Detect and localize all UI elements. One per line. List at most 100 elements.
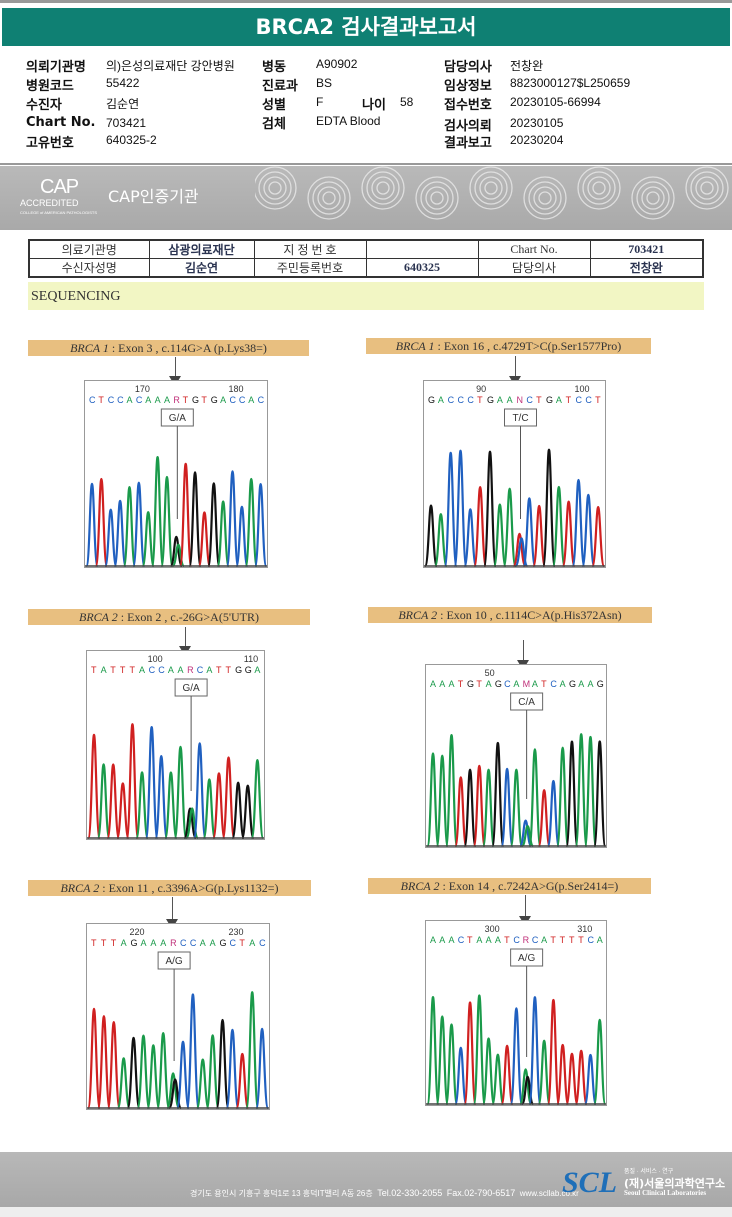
section-title: SEQUENCING: [28, 282, 704, 310]
arrow-line: [515, 356, 516, 380]
trace-peak: [250, 759, 264, 839]
base-call: R: [187, 665, 194, 675]
variant-desc: : Exon 2 , c.-26G>A(5'UTR): [117, 610, 260, 624]
scl-logo: SCL: [562, 1166, 618, 1199]
trace-peak: [235, 1052, 250, 1109]
wave-curl: [685, 166, 729, 210]
position-label-left: 170: [135, 384, 150, 394]
wave-curl: [469, 166, 513, 210]
trace-peak: [491, 741, 505, 847]
base-call: T: [216, 665, 222, 675]
trace-peak: [96, 763, 111, 839]
info-value: 640325-2: [106, 133, 157, 147]
trace-peak: [473, 485, 488, 567]
base-call: T: [201, 395, 207, 405]
position-label-left: 220: [130, 927, 145, 937]
info-value: BS: [316, 76, 333, 90]
base-call: A: [145, 395, 151, 405]
base-call: G: [131, 938, 138, 948]
base-call: T: [110, 665, 116, 675]
footer-band: [0, 1152, 732, 1207]
info-key: 성별: [262, 98, 286, 113]
wave-curl: [641, 186, 665, 210]
page-bottom: [0, 1207, 732, 1217]
base-call: T: [560, 935, 566, 945]
trace-peak: [426, 752, 440, 847]
base-call: T: [467, 935, 473, 945]
trace-peak: [150, 455, 165, 567]
base-call: A: [556, 395, 562, 405]
website-link[interactable]: www.scllab.co.kr: [519, 1189, 579, 1198]
trace-peak: [115, 782, 130, 839]
base-call: A: [254, 665, 260, 675]
table-cell: 전창완: [589, 258, 704, 278]
table-cell: 640325: [365, 258, 479, 278]
trace-peak: [593, 740, 606, 847]
wave-curl: [592, 181, 606, 195]
report-title: BRCA2 검사결과보고서: [2, 8, 730, 46]
info-key: 병원코드: [26, 79, 74, 94]
info-value: 20230204: [510, 133, 564, 147]
trace-peak: [481, 768, 496, 847]
wave-curl: [312, 181, 346, 215]
trace-peak: [175, 1040, 191, 1109]
variant-desc: : Exon 11 , c.3396A>G(p.Lys1132=): [99, 881, 279, 895]
base-call: M: [523, 679, 531, 689]
base-call: G: [546, 395, 553, 405]
trace-peak: [255, 1027, 269, 1109]
base-call: T: [120, 665, 126, 675]
base-call: T: [101, 938, 107, 948]
trace-peak: [454, 776, 468, 847]
trace-peak: [116, 1057, 131, 1109]
wave-curl: [322, 191, 336, 205]
trace-peak: [444, 734, 459, 847]
wave-curl: [420, 181, 454, 215]
base-call: A: [160, 938, 166, 948]
base-call: G: [245, 665, 252, 675]
wave-pattern: [255, 166, 729, 220]
report-table: 의료기관명 삼광의료재단 지 정 번 호 Chart No. 703421 수신…: [28, 239, 704, 278]
table-cell: 주민등록번호: [253, 258, 367, 278]
table-cell: [365, 239, 479, 259]
base-call: C: [197, 665, 204, 675]
base-call: T: [595, 395, 601, 405]
base-call: A: [439, 679, 445, 689]
trace-peak: [104, 508, 118, 567]
trace-peak: [453, 449, 468, 567]
variant-desc: : Exon 14 , c.7242A>G(p.Ser2414=): [439, 879, 619, 893]
wave-curl: [317, 186, 341, 210]
base-call: A: [560, 679, 566, 689]
position-label-right: 310: [577, 924, 592, 934]
base-call: T: [129, 665, 135, 675]
gene-name: BRCA 2: [398, 608, 438, 622]
base-call: A: [578, 679, 584, 689]
wave-curl: [474, 171, 508, 205]
trace-peak: [141, 511, 155, 567]
trace-peak: [556, 746, 570, 847]
base-call: A: [150, 938, 156, 948]
wave-curl: [479, 176, 503, 200]
trace-peak: [197, 511, 212, 567]
base-call: A: [155, 395, 161, 405]
trace-peak: [183, 807, 197, 839]
trace-peak: [122, 486, 137, 567]
base-call: C: [526, 395, 533, 405]
trace-peak: [512, 532, 527, 567]
table-cell: Chart No.: [477, 239, 591, 259]
trace-peak: [556, 1043, 570, 1105]
genotype-call: A/G: [165, 956, 182, 967]
trace-peak: [106, 1020, 121, 1109]
wave-curl: [690, 171, 724, 205]
trace-peak: [160, 475, 174, 567]
trace-peak: [581, 493, 596, 567]
base-call: G: [487, 395, 494, 405]
base-call: T: [541, 679, 547, 689]
base-call: C: [259, 938, 266, 948]
gene-name: BRCA 1: [70, 341, 109, 355]
base-call: A: [497, 395, 503, 405]
position-label-left: 300: [485, 924, 500, 934]
info-key: 고유번호: [26, 136, 74, 151]
trace-peak: [126, 1036, 141, 1109]
gene-name: BRCA 2: [400, 879, 440, 893]
base-call: A: [486, 679, 492, 689]
